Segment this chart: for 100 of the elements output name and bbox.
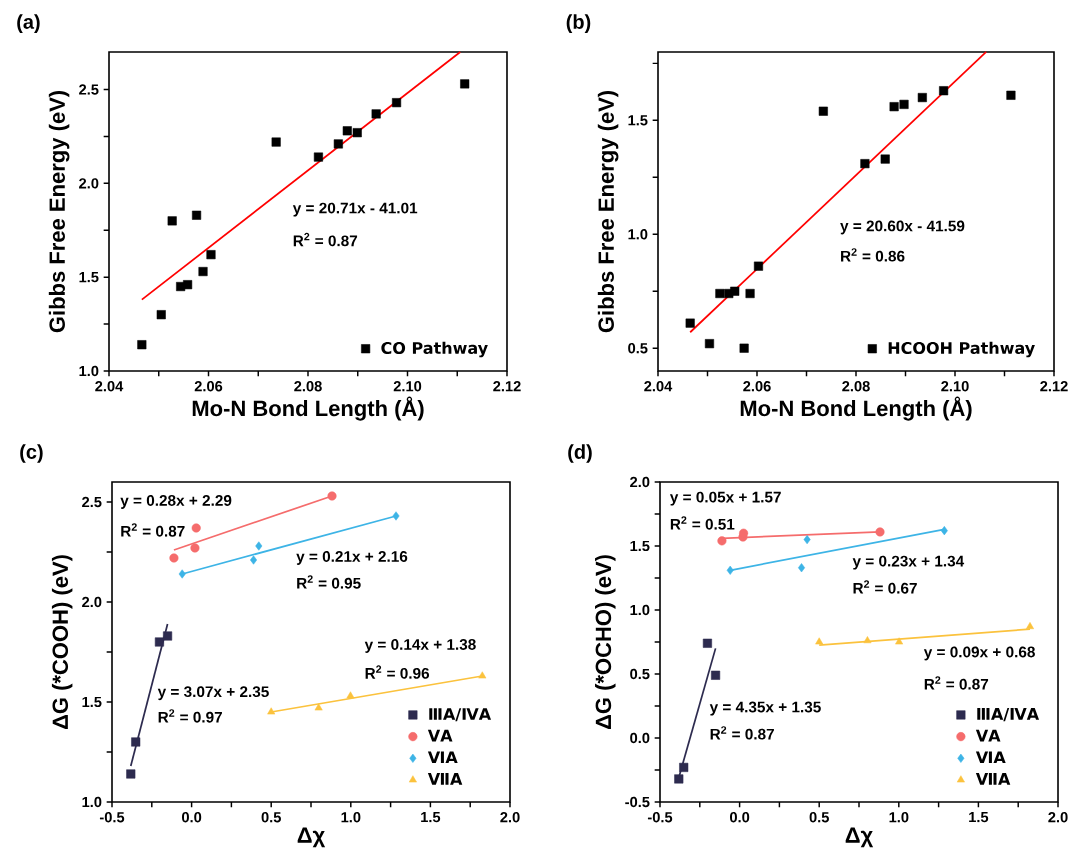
y-tick-label: 1.5	[630, 540, 650, 552]
annotation: y = 0.21x + 2.16	[296, 551, 408, 565]
x-tick-label: 0.5	[809, 812, 829, 823]
annotation: R$^{2}$ = 0.51	[670, 516, 735, 530]
point	[271, 137, 281, 147]
point	[753, 261, 764, 271]
y-tick-label: 2.5	[79, 84, 99, 95]
point	[192, 210, 202, 220]
point	[711, 670, 721, 680]
point	[126, 769, 136, 779]
x-tick-label: 2.04	[644, 381, 673, 392]
x-axis-title: Δχ	[297, 827, 326, 848]
point	[183, 280, 193, 290]
x-tick-label: 2.10	[941, 381, 969, 392]
y-tick-label: 1.5	[79, 272, 99, 283]
y-tick-label: 2.0	[82, 596, 102, 608]
annotation: R$^{2}$ = 0.87	[924, 676, 989, 690]
y-tick-label: 0.0	[630, 732, 650, 744]
x-tick-label: 2.06	[743, 381, 771, 392]
chart-title: (b)	[566, 14, 591, 33]
y-tick-label: 0.5	[628, 343, 648, 354]
point	[478, 671, 487, 679]
y-axis-title: Gibbs Free Energy (eV)	[597, 90, 619, 333]
point	[895, 637, 904, 645]
point	[1006, 90, 1016, 100]
x-tick-label: -0.5	[647, 812, 673, 823]
annotation: y = 0.14x + 1.38	[364, 639, 476, 653]
y-tick-label: 1.5	[628, 115, 648, 126]
point	[333, 139, 343, 149]
legend-label: ⅥA	[975, 751, 1006, 764]
chart-title: (a)	[17, 14, 40, 33]
x-tick-label: 0.0	[181, 812, 202, 823]
y-tick-label: -0.5	[625, 796, 650, 808]
annotation: R$^{2}$ = 0.87	[710, 726, 774, 740]
legend-label: ⅦA	[427, 773, 463, 785]
chart-title: (c)	[20, 444, 43, 463]
x-tick-label: 2.0	[500, 812, 520, 823]
point	[860, 159, 870, 169]
y-axis-title: Gibbs Free Energy (eV)	[48, 90, 70, 333]
annotation: y = 0.28x + 2.29	[120, 495, 232, 509]
y-axis-title: ΔG (*OCHO) (eV)	[595, 555, 616, 730]
point	[314, 703, 323, 711]
annotation: y = 0.09x + 0.68	[923, 646, 1035, 661]
y-tick-label: 1.5	[82, 696, 102, 708]
point	[702, 638, 712, 648]
point	[917, 93, 927, 103]
point	[460, 79, 470, 89]
x-tick-label: 0.0	[730, 812, 750, 823]
annotation: R$^{2}$ = 0.87	[293, 232, 358, 247]
legend-label: ⅢA/ⅣA	[977, 708, 1040, 722]
y-tick-label: 0.5	[630, 668, 650, 680]
annotation: y = 4.35x + 1.35	[709, 701, 821, 716]
point	[267, 707, 276, 715]
y-tick-label: 1.0	[628, 229, 648, 240]
annotation: R$^{2}$ = 0.86	[841, 248, 905, 262]
x-tick-label: 2.08	[842, 381, 870, 392]
point	[156, 310, 166, 320]
x-tick-label: -0.5	[99, 812, 125, 823]
y-tick-label: 1.0	[79, 365, 99, 377]
point	[1026, 622, 1034, 630]
annotation: R$^{2}$ = 0.97	[158, 709, 222, 723]
point	[899, 99, 909, 109]
point	[739, 343, 749, 353]
annotation: R$^{2}$ = 0.67	[853, 580, 917, 594]
annotation: y = 0.05x + 1.57	[669, 491, 781, 506]
point	[198, 267, 208, 277]
annotation: y = 3.07x + 2.35	[157, 686, 269, 701]
annotation: R$^{2}$ = 0.87	[121, 523, 185, 537]
point	[745, 288, 755, 299]
point	[704, 339, 715, 349]
point	[250, 555, 257, 565]
x-tick-label: 2.12	[1040, 381, 1068, 392]
x-tick-label: 1.0	[889, 812, 909, 823]
point	[674, 774, 684, 784]
point	[313, 152, 323, 162]
legend-label: ⅦA	[975, 773, 1011, 785]
x-tick-label: 1.5	[421, 812, 441, 823]
point	[352, 128, 362, 138]
legend-label: ⅤA	[427, 729, 453, 742]
point	[178, 569, 186, 579]
point	[880, 154, 890, 164]
annotation: R$^{2}$ = 0.96	[365, 665, 430, 679]
point	[137, 340, 147, 350]
point	[730, 286, 740, 296]
point	[685, 318, 695, 328]
point	[815, 637, 824, 645]
y-tick-label: 2.5	[82, 496, 102, 508]
point	[327, 491, 337, 501]
y-axis-title: ΔG (*COOH) (eV)	[51, 555, 73, 730]
x-tick-label: 2.06	[194, 381, 223, 392]
legend-label: ⅤA	[975, 729, 1001, 742]
legend-label: CO Pathway	[381, 341, 488, 358]
point	[803, 535, 811, 545]
point	[717, 536, 727, 546]
x-axis-title: Mo-N Bond Length (Å)	[192, 396, 424, 421]
point	[818, 106, 828, 116]
point	[939, 86, 949, 96]
annotation: y = 20.60x - 41.59	[840, 220, 965, 235]
x-axis-title: Δχ	[845, 827, 874, 848]
point	[392, 98, 402, 108]
